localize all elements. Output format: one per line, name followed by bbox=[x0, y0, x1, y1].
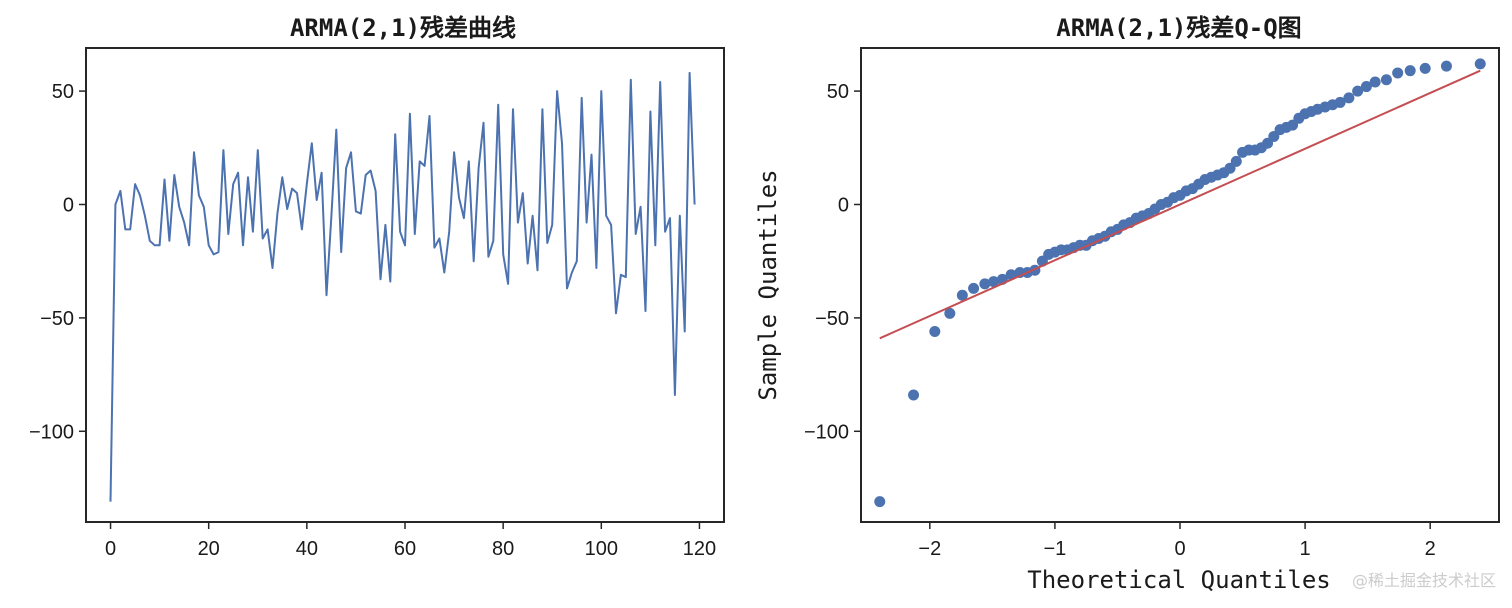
qq-point bbox=[1230, 155, 1242, 167]
y-tick-label: −100 bbox=[29, 421, 74, 443]
qq-point bbox=[929, 325, 941, 337]
chart-title: ARMA(2,1)残差曲线 bbox=[290, 14, 516, 42]
residual-line-chart: ARMA(2,1)残差曲线 0 20 40 60 80 100 120 50 0 −50 −100 bbox=[29, 14, 725, 560]
x-tick-label: 1 bbox=[1300, 538, 1311, 560]
y-tick-label: 0 bbox=[838, 194, 849, 216]
qq-point bbox=[979, 278, 991, 290]
x-tick-label: 120 bbox=[683, 538, 716, 560]
qq-point bbox=[968, 282, 980, 294]
qq-point bbox=[1380, 74, 1392, 86]
qq-point bbox=[1352, 85, 1364, 97]
qq-point bbox=[1419, 62, 1431, 74]
plot-frame bbox=[860, 47, 1500, 523]
x-tick-label: 0 bbox=[1174, 538, 1185, 560]
x-tick-label: 40 bbox=[296, 538, 318, 560]
qq-plot-chart: ARMA(2,1)残差Q-Q图 −2 −1 0 1 2 50 0 −50 −100 Theore… bbox=[754, 14, 1500, 594]
qq-point bbox=[1474, 58, 1486, 70]
y-tick-label: 50 bbox=[52, 81, 74, 103]
qq-point bbox=[874, 496, 886, 508]
x-tick-label: −1 bbox=[1043, 538, 1066, 560]
y-tick-label: 0 bbox=[63, 194, 74, 216]
y-tick-label: −50 bbox=[815, 308, 849, 330]
qq-reference-line bbox=[879, 69, 1481, 340]
qq-point bbox=[1334, 96, 1346, 108]
x-tick-label: 80 bbox=[492, 538, 514, 560]
qq-point bbox=[1404, 65, 1416, 77]
y-tick-label: 50 bbox=[827, 81, 849, 103]
qq-point bbox=[1369, 76, 1381, 88]
qq-point bbox=[988, 276, 1000, 288]
qq-point bbox=[1343, 92, 1355, 104]
x-tick-label: −2 bbox=[918, 538, 941, 560]
qq-point bbox=[1440, 60, 1452, 72]
x-axis-label: Theoretical Quantiles bbox=[1027, 566, 1330, 594]
plot-frame bbox=[85, 47, 725, 523]
qq-point bbox=[1392, 67, 1404, 79]
residual-series-line bbox=[109, 71, 696, 502]
x-tick-label: 2 bbox=[1425, 538, 1436, 560]
y-axis-label: Sample Quantiles bbox=[754, 169, 782, 400]
watermark: @稀土掘金技术社区 bbox=[1352, 571, 1496, 590]
x-tick-label: 60 bbox=[394, 538, 416, 560]
chart-title: ARMA(2,1)残差Q-Q图 bbox=[1056, 14, 1301, 42]
x-tick-label: 0 bbox=[105, 538, 116, 560]
qq-point bbox=[908, 389, 920, 401]
qq-point bbox=[1360, 81, 1372, 93]
x-tick-label: 100 bbox=[585, 538, 618, 560]
qq-point bbox=[956, 289, 968, 301]
x-tick-label: 20 bbox=[198, 538, 220, 560]
qq-point bbox=[944, 307, 956, 319]
y-tick-label: −100 bbox=[804, 421, 849, 443]
y-tick-label: −50 bbox=[40, 308, 74, 330]
